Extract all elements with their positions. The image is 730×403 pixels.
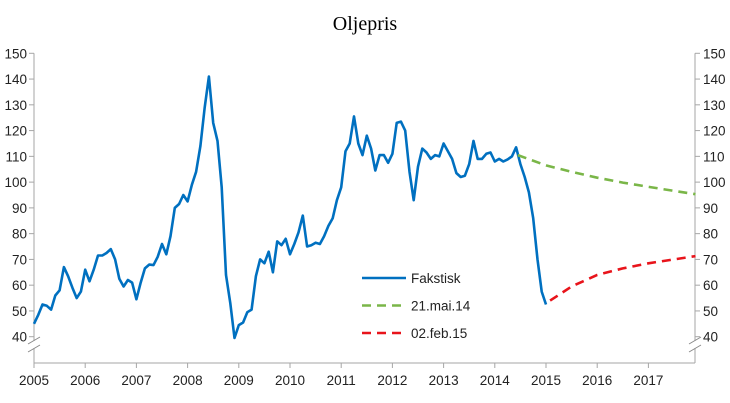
x-tick-label: 2009 [224,373,254,388]
left-axis-break-mark [27,336,41,345]
x-tick-label: 2010 [275,373,305,388]
y-tick-label-right: 80 [703,227,718,242]
right-axis-break-mark [688,344,702,353]
y-tick-label-left: 40 [12,330,27,345]
y-tick-label-left: 90 [12,201,27,216]
y-tick-label-left: 70 [12,252,27,267]
x-tick-label: 2007 [121,373,151,388]
x-tick-label: 2015 [531,373,561,388]
y-tick-label-left: 60 [12,278,27,293]
chart-title: Oljepris [332,13,398,35]
y-tick-label-right: 100 [703,175,726,190]
x-tick-label: 2008 [173,373,203,388]
series-line-21-mai-14 [517,153,696,196]
x-tick-label: 2014 [480,373,511,388]
series-line-fakstisk [32,75,548,340]
y-tick-label-right: 110 [703,149,725,164]
y-tick-label-right: 70 [703,252,718,267]
x-tick-label: 2012 [377,373,407,388]
y-tick-label-right: 40 [703,330,718,345]
y-tick-label-left: 100 [4,175,27,190]
y-tick-label-left: 50 [12,304,27,319]
y-tick-label-left: 150 [4,46,27,61]
y-tick-label-right: 150 [703,46,726,61]
y-tick-label-left: 140 [4,72,27,87]
y-tick-label-right: 130 [703,98,726,113]
y-tick-label-left: 120 [4,124,27,139]
y-tick-label-right: 60 [703,278,718,293]
y-tick-label-right: 120 [703,124,726,139]
left-axis-break-mark [27,344,41,353]
y-tick-label-right: 50 [703,304,718,319]
y-tick-label-left: 80 [12,227,27,242]
series-line-02-feb-15 [549,254,696,302]
legend-label: Fakstisk [411,271,461,286]
y-tick-label-left: 130 [4,98,27,113]
y-tick-label-left: 110 [5,149,27,164]
right-axis-break-mark [688,336,702,345]
legend-label: 02.feb.15 [411,326,467,341]
x-tick-label: 2006 [70,373,100,388]
x-tick-label: 2016 [582,373,612,388]
legend-label: 21.mai.14 [411,299,471,314]
y-tick-label-right: 140 [703,72,726,87]
x-tick-label: 2013 [429,373,459,388]
y-tick-label-right: 90 [703,201,718,216]
x-tick-label: 2011 [327,373,356,388]
x-tick-label: 2017 [633,373,663,388]
x-tick-label: 2005 [19,373,49,388]
